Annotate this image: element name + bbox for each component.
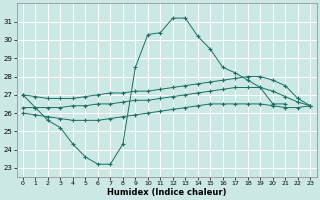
X-axis label: Humidex (Indice chaleur): Humidex (Indice chaleur) [107, 188, 226, 197]
